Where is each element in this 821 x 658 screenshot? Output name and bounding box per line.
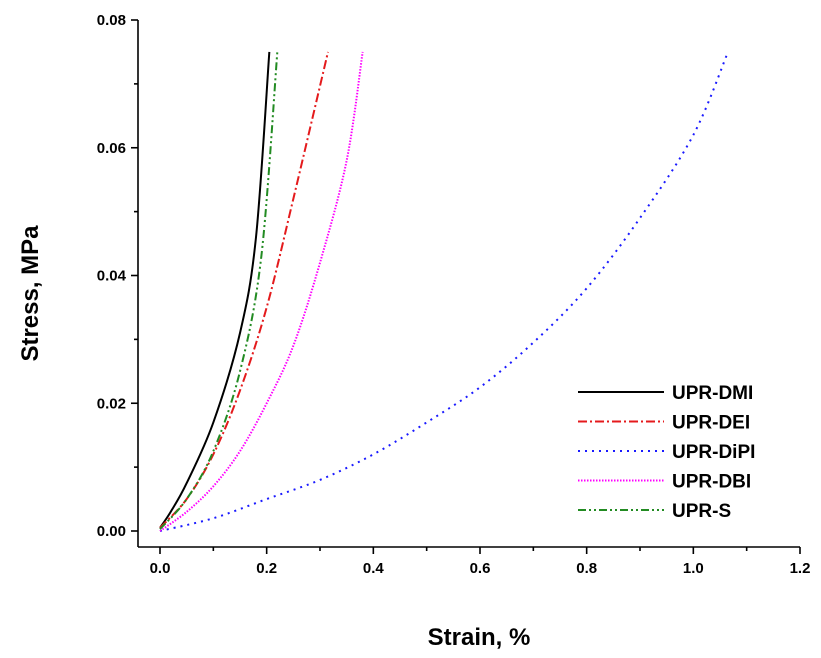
y-axis-title: Stress, MPa bbox=[17, 225, 44, 362]
x-tick-label: 0.6 bbox=[470, 560, 491, 577]
legend-label-upr-dbi: UPR-DBI bbox=[672, 472, 751, 493]
series-line-upr-dei bbox=[159, 51, 329, 529]
legend-label-upr-dmi: UPR-DMI bbox=[672, 383, 753, 404]
y-tick-label: 0.08 bbox=[97, 12, 126, 29]
legend-label-upr-dipi: UPR-DiPI bbox=[672, 442, 755, 463]
legend-label-upr-s: UPR-S bbox=[672, 501, 731, 522]
axes: 0.0 0.2 0.4 0.6 0.8 1.0 1.2 0.00 0.02 0.04 0.06 0.0… bbox=[97, 12, 811, 577]
x-tick-label: 1.2 bbox=[790, 560, 811, 577]
series-line-upr-s bbox=[159, 51, 279, 530]
series-layer bbox=[159, 51, 729, 532]
y-tick-label: 0.00 bbox=[97, 523, 126, 540]
x-tick-label: 0.2 bbox=[256, 560, 277, 577]
x-tick-label: 0.0 bbox=[150, 560, 171, 577]
x-axis-title: Strain, % bbox=[428, 624, 531, 651]
series-line-upr-dbi bbox=[159, 51, 364, 532]
legend-label-upr-dei: UPR-DEI bbox=[672, 413, 750, 434]
x-tick-label: 1.0 bbox=[683, 560, 704, 577]
legend: UPR-DMI UPR-DEI UPR-DiPI UPR-DBI UPR-S bbox=[578, 383, 755, 522]
series-line-upr-dmi bbox=[159, 51, 271, 529]
y-tick-label: 0.04 bbox=[97, 268, 127, 285]
series-line-upr-dipi bbox=[159, 51, 729, 532]
x-tick-label: 0.8 bbox=[576, 560, 597, 577]
y-tick-label: 0.06 bbox=[97, 140, 126, 157]
y-tick-label: 0.02 bbox=[97, 395, 126, 412]
x-tick-label: 0.4 bbox=[363, 560, 385, 577]
